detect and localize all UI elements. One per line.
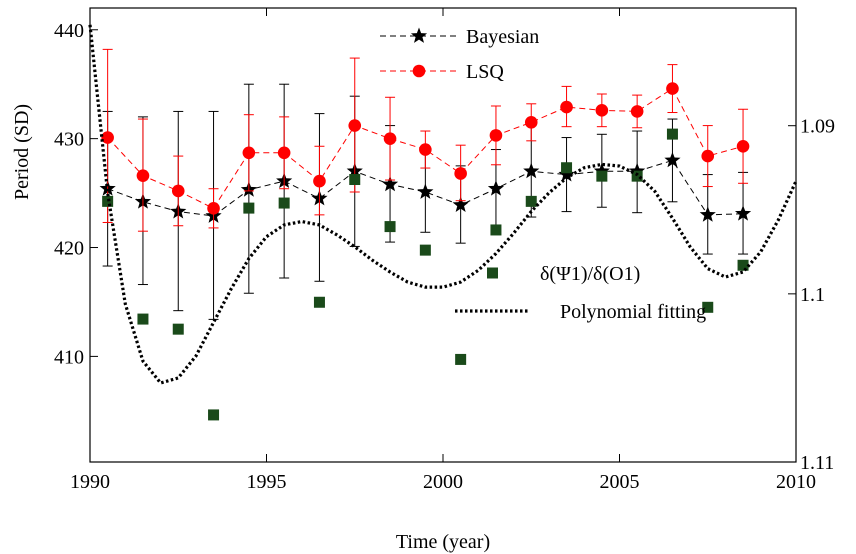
data-point [596, 170, 608, 182]
data-point [242, 146, 256, 160]
legend-label: δ(Ψ1)/δ(O1) [540, 263, 640, 285]
data-point [734, 205, 752, 221]
series-4 [88, 24, 798, 385]
data-point [664, 151, 681, 168]
data-point [207, 202, 220, 215]
data-point [417, 183, 434, 199]
data-point [171, 184, 185, 198]
x-tick-label: 1995 [247, 471, 287, 493]
data-point [313, 296, 325, 308]
data-point [137, 313, 149, 325]
legend-label: LSQ [466, 61, 504, 83]
legend-entry-ratio: δ(Ψ1)/δ(O1) [487, 263, 640, 285]
data-point [419, 244, 431, 256]
legend-entry-bayesian: Bayesian [380, 26, 539, 48]
x-tick-label: 2005 [600, 471, 640, 493]
legend-marker [412, 64, 426, 78]
legend-label: Bayesian [466, 26, 539, 48]
legend-entry-lsq: LSQ [380, 61, 504, 83]
y-tick-label-left: 430 [54, 129, 84, 151]
data-point [736, 139, 750, 153]
series-3 [102, 128, 749, 421]
data-point [278, 197, 290, 209]
ticks-layer: 1990 1995 2000 2005 20104104204304401.091.11… [54, 8, 835, 493]
data-point [172, 323, 184, 335]
data-point [524, 116, 538, 129]
data-point [419, 143, 432, 156]
data-point [349, 174, 361, 186]
y-tick-label-left: 440 [54, 20, 84, 42]
series-line [88, 24, 798, 385]
data-point [452, 196, 469, 212]
y-tick-label-right: 1.1 [800, 284, 825, 306]
y-axis-label: Period (SD) [11, 104, 33, 200]
x-tick-label: 2000 [423, 471, 463, 493]
data-point [277, 146, 291, 160]
data-point [136, 169, 150, 182]
data-point [208, 409, 220, 421]
y-tick-label-left: 410 [54, 346, 84, 368]
data-point [595, 104, 609, 117]
x-tick-label: 1990 [70, 471, 110, 493]
data-point [666, 128, 678, 140]
data-point [702, 301, 714, 313]
data-point [699, 206, 716, 222]
data-point [348, 119, 362, 132]
data-point [666, 82, 679, 95]
legend-marker [487, 267, 498, 279]
data-point [630, 105, 644, 118]
data-point [525, 195, 537, 207]
x-tick-label: 2010 [776, 471, 816, 493]
data-point [489, 129, 503, 142]
legend-marker [410, 27, 428, 43]
data-point [593, 162, 610, 179]
data-point [313, 174, 326, 188]
y-tick-label-right: 1.09 [800, 116, 835, 138]
data-point [243, 202, 255, 214]
data-point [561, 162, 573, 174]
data-point [737, 259, 749, 271]
y-tick-label-right: 1.11 [800, 452, 834, 474]
data-point [629, 162, 646, 179]
series-2 [101, 48, 750, 232]
data-point [490, 224, 502, 236]
data-point [487, 180, 505, 196]
legend-entry-polynomial: Polynomial fitting [455, 301, 706, 323]
data-point [455, 353, 467, 365]
data-point [101, 131, 114, 144]
data-point [560, 100, 573, 114]
data-point [558, 166, 575, 182]
data-point [523, 162, 540, 179]
data-point [454, 167, 467, 180]
x-axis-label: Time (year) [396, 531, 490, 553]
data-point [381, 175, 399, 192]
legend-label: Polynomial fitting [560, 301, 706, 323]
data-point [701, 149, 715, 163]
legend: Bayesian LSQ δ(Ψ1)/δ(O1) Polynomial fitting [380, 26, 706, 323]
data-point [631, 170, 643, 182]
data-point [383, 132, 397, 145]
y-tick-label-left: 420 [54, 238, 84, 260]
plot-layer [88, 24, 798, 421]
data-point [384, 221, 396, 233]
